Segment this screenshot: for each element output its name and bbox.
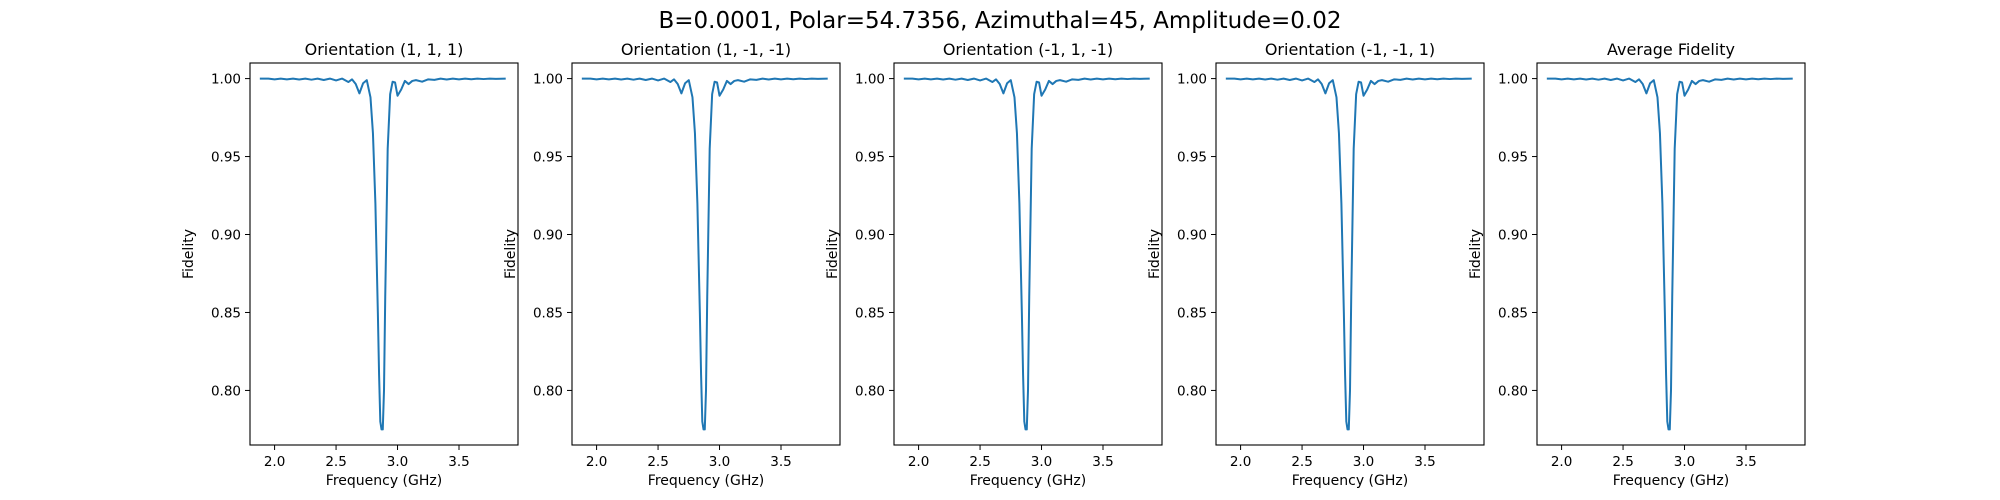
y-tick-label: 0.80 [533, 383, 563, 399]
subplot-title: Orientation (1, -1, -1) [621, 40, 791, 59]
subplot-title: Orientation (1, 1, 1) [305, 40, 464, 59]
x-tick-label: 2.5 [647, 454, 668, 470]
subplot-2: Orientation (1, -1, -1) 2.0 2.5 3.0 3.5 0.80 0… [503, 40, 841, 489]
y-tick-label: 0.95 [533, 150, 563, 166]
x-axis-label: Frequency (GHz) [648, 473, 764, 489]
axes-frame [249, 62, 519, 446]
x-tick-label: 3.5 [1092, 454, 1113, 470]
y-tick-label: 1.00 [1177, 72, 1207, 88]
y-tick-label: 0.85 [533, 305, 563, 321]
y-tick-label: 0.90 [1177, 228, 1207, 244]
x-tick-label: 3.5 [770, 454, 791, 470]
y-tick-label: 0.85 [1498, 305, 1528, 321]
y-axis-label: Fidelity [181, 229, 197, 279]
y-tick-label: 1.00 [533, 72, 563, 88]
subplot-title: Average Fidelity [1607, 40, 1735, 59]
y-tick-label: 0.80 [1177, 383, 1207, 399]
subplot-4: Orientation (-1, -1, 1) 2.0 2.5 3.0 3.5 0.80 0… [1147, 40, 1485, 489]
subplot-title: Orientation (-1, 1, -1) [943, 40, 1113, 59]
y-tick-label: 0.80 [855, 383, 885, 399]
y-tick-label: 1.00 [1498, 72, 1528, 88]
x-tick-label: 3.0 [1031, 454, 1052, 470]
subplot-1: Orientation (1, 1, 1) 2.0 2.5 3.0 3.5 0.80 0.8… [181, 40, 519, 489]
y-tick-label: 0.85 [1177, 305, 1207, 321]
x-tick-label: 2.5 [1291, 454, 1312, 470]
x-tick-label: 2.5 [969, 454, 990, 470]
axes-frame [1215, 62, 1485, 446]
subplot-title: Orientation (-1, -1, 1) [1265, 40, 1435, 59]
y-tick-label: 1.00 [211, 72, 241, 88]
y-axis-label: Fidelity [1468, 229, 1484, 279]
x-tick-label: 3.5 [1735, 454, 1756, 470]
y-tick-label: 0.90 [533, 228, 563, 244]
figure-suptitle: B=0.0001, Polar=54.7356, Azimuthal=45, A… [659, 8, 1342, 34]
x-tick-label: 2.5 [1612, 454, 1633, 470]
y-tick-label: 0.80 [211, 383, 241, 399]
y-tick-label: 0.90 [211, 228, 241, 244]
x-tick-label: 2.0 [1230, 454, 1251, 470]
fidelity-series-line [903, 77, 1150, 431]
x-tick-label: 2.5 [325, 454, 346, 470]
y-tick-label: 0.90 [1498, 228, 1528, 244]
y-tick-label: 0.80 [1498, 383, 1528, 399]
x-tick-label: 3.0 [1674, 454, 1695, 470]
fidelity-series-line [1546, 77, 1793, 431]
axes-frame [571, 62, 841, 446]
y-tick-label: 0.95 [855, 150, 885, 166]
subplot-5: Average Fidelity 2.0 2.5 3.0 3.5 0.80 0.85 0.90… [1468, 40, 1806, 489]
x-tick-label: 2.0 [1551, 454, 1572, 470]
x-tick-label: 3.0 [387, 454, 408, 470]
y-tick-label: 0.95 [1177, 150, 1207, 166]
x-tick-label: 3.5 [448, 454, 469, 470]
fidelity-series-line [259, 77, 506, 431]
fidelity-series-line [1225, 77, 1472, 431]
y-tick-label: 0.90 [855, 228, 885, 244]
fidelity-series-line [581, 77, 828, 431]
axes-frame [1536, 62, 1806, 446]
y-axis-label: Fidelity [1147, 229, 1163, 279]
x-tick-label: 3.0 [709, 454, 730, 470]
y-tick-label: 0.95 [211, 150, 241, 166]
x-tick-label: 3.0 [1353, 454, 1374, 470]
x-axis-label: Frequency (GHz) [1613, 473, 1729, 489]
y-tick-label: 0.85 [855, 305, 885, 321]
x-axis-label: Frequency (GHz) [326, 473, 442, 489]
subplot-grid: Orientation (1, 1, 1) 2.0 2.5 3.0 3.5 0.80 0.8… [181, 40, 1806, 489]
y-tick-label: 0.95 [1498, 150, 1528, 166]
axes-frame [893, 62, 1163, 446]
y-tick-label: 0.85 [211, 305, 241, 321]
y-axis-label: Fidelity [503, 229, 519, 279]
x-tick-label: 2.0 [908, 454, 929, 470]
y-tick-label: 1.00 [855, 72, 885, 88]
x-axis-label: Frequency (GHz) [970, 473, 1086, 489]
x-tick-label: 2.0 [264, 454, 285, 470]
x-tick-label: 3.5 [1414, 454, 1435, 470]
x-axis-label: Frequency (GHz) [1292, 473, 1408, 489]
y-axis-label: Fidelity [825, 229, 841, 279]
subplot-3: Orientation (-1, 1, -1) 2.0 2.5 3.0 3.5 0.80 0… [825, 40, 1163, 489]
x-tick-label: 2.0 [586, 454, 607, 470]
